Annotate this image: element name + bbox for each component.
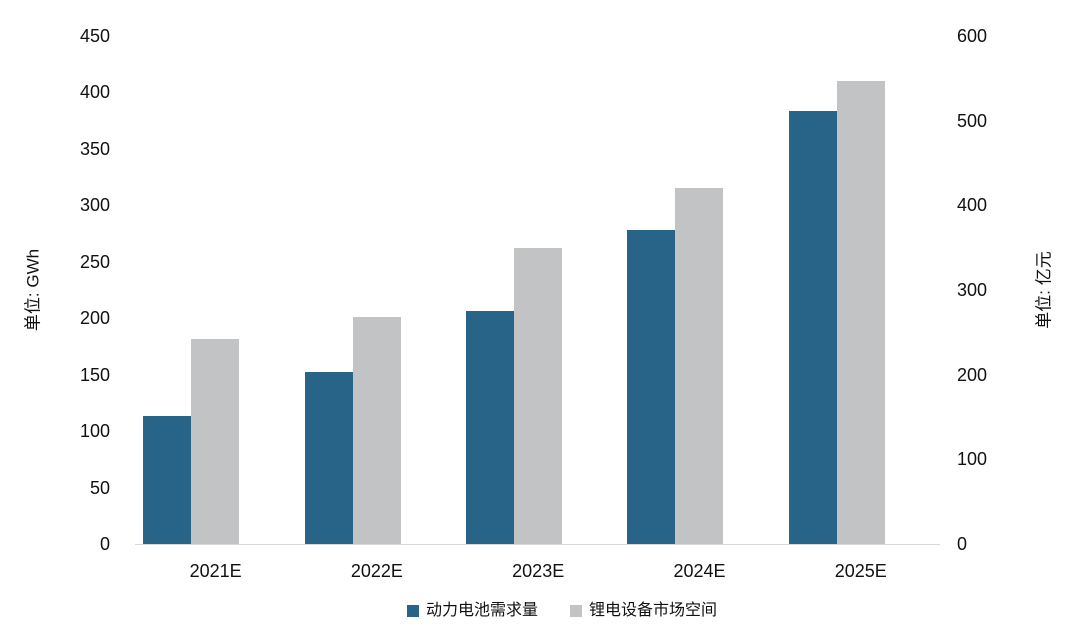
- y-axis-tick-left: 300: [79, 195, 110, 216]
- y-axis-tick-right: 100: [957, 449, 988, 470]
- y-axis-tick-right: 200: [957, 364, 988, 385]
- y-axis-tick-left: 150: [79, 364, 110, 385]
- x-axis-category-label: 2022E: [350, 561, 403, 581]
- y-axis-tick-left: 50: [89, 477, 110, 498]
- legend-item-battery-demand: 动力电池需求量: [406, 602, 538, 620]
- x-axis-category-label: 2023E: [512, 561, 565, 581]
- bar-equipment-market-2021E: [191, 339, 240, 544]
- bar-equipment-market-2025E: [836, 80, 885, 544]
- legend: 动力电池需求量 锂电设备市场空间: [22, 602, 1080, 620]
- bar-equipment-market-2023E: [513, 247, 562, 544]
- y-axis-tick-left: 400: [79, 82, 110, 103]
- x-axis-category-label: 2025E: [834, 561, 887, 581]
- right-axis-title: 单位: 亿元: [1034, 251, 1054, 329]
- bar-equipment-market-2024E: [675, 187, 724, 544]
- y-axis-tick-left: 350: [79, 138, 110, 159]
- y-axis-tick-left: 200: [79, 308, 110, 329]
- bar-battery-demand-2023E: [465, 311, 514, 544]
- y-axis-tick-left: 0: [99, 534, 110, 554]
- bar-battery-demand-2022E: [304, 372, 353, 544]
- y-axis-tick-left: 250: [79, 251, 110, 272]
- x-axis-category-label: 2024E: [673, 561, 726, 581]
- x-axis-line: [135, 544, 940, 545]
- y-axis-tick-right: 600: [957, 26, 988, 46]
- y-axis-tick-right: 300: [957, 280, 988, 300]
- bar-battery-demand-2021E: [143, 416, 192, 544]
- bar-equipment-market-2022E: [352, 317, 401, 544]
- y-axis-tick-right: 400: [957, 195, 988, 216]
- x-axis-category-label: 2021E: [189, 561, 242, 581]
- legend-swatch-icon: [570, 605, 582, 617]
- y-axis-tick-right: 500: [957, 110, 988, 131]
- legend-item-equipment-market: 锂电设备市场空间: [570, 602, 717, 620]
- bar-battery-demand-2025E: [788, 110, 837, 544]
- bar-battery-demand-2024E: [627, 230, 676, 544]
- legend-swatch-icon: [406, 605, 419, 617]
- legend-label: 锂电设备市场空间: [589, 602, 718, 619]
- y-axis-tick-left: 450: [79, 26, 110, 46]
- y-axis-tick-right: 0: [957, 534, 968, 554]
- y-axis-tick-left: 100: [79, 421, 110, 442]
- legend-label: 动力电池需求量: [425, 602, 538, 619]
